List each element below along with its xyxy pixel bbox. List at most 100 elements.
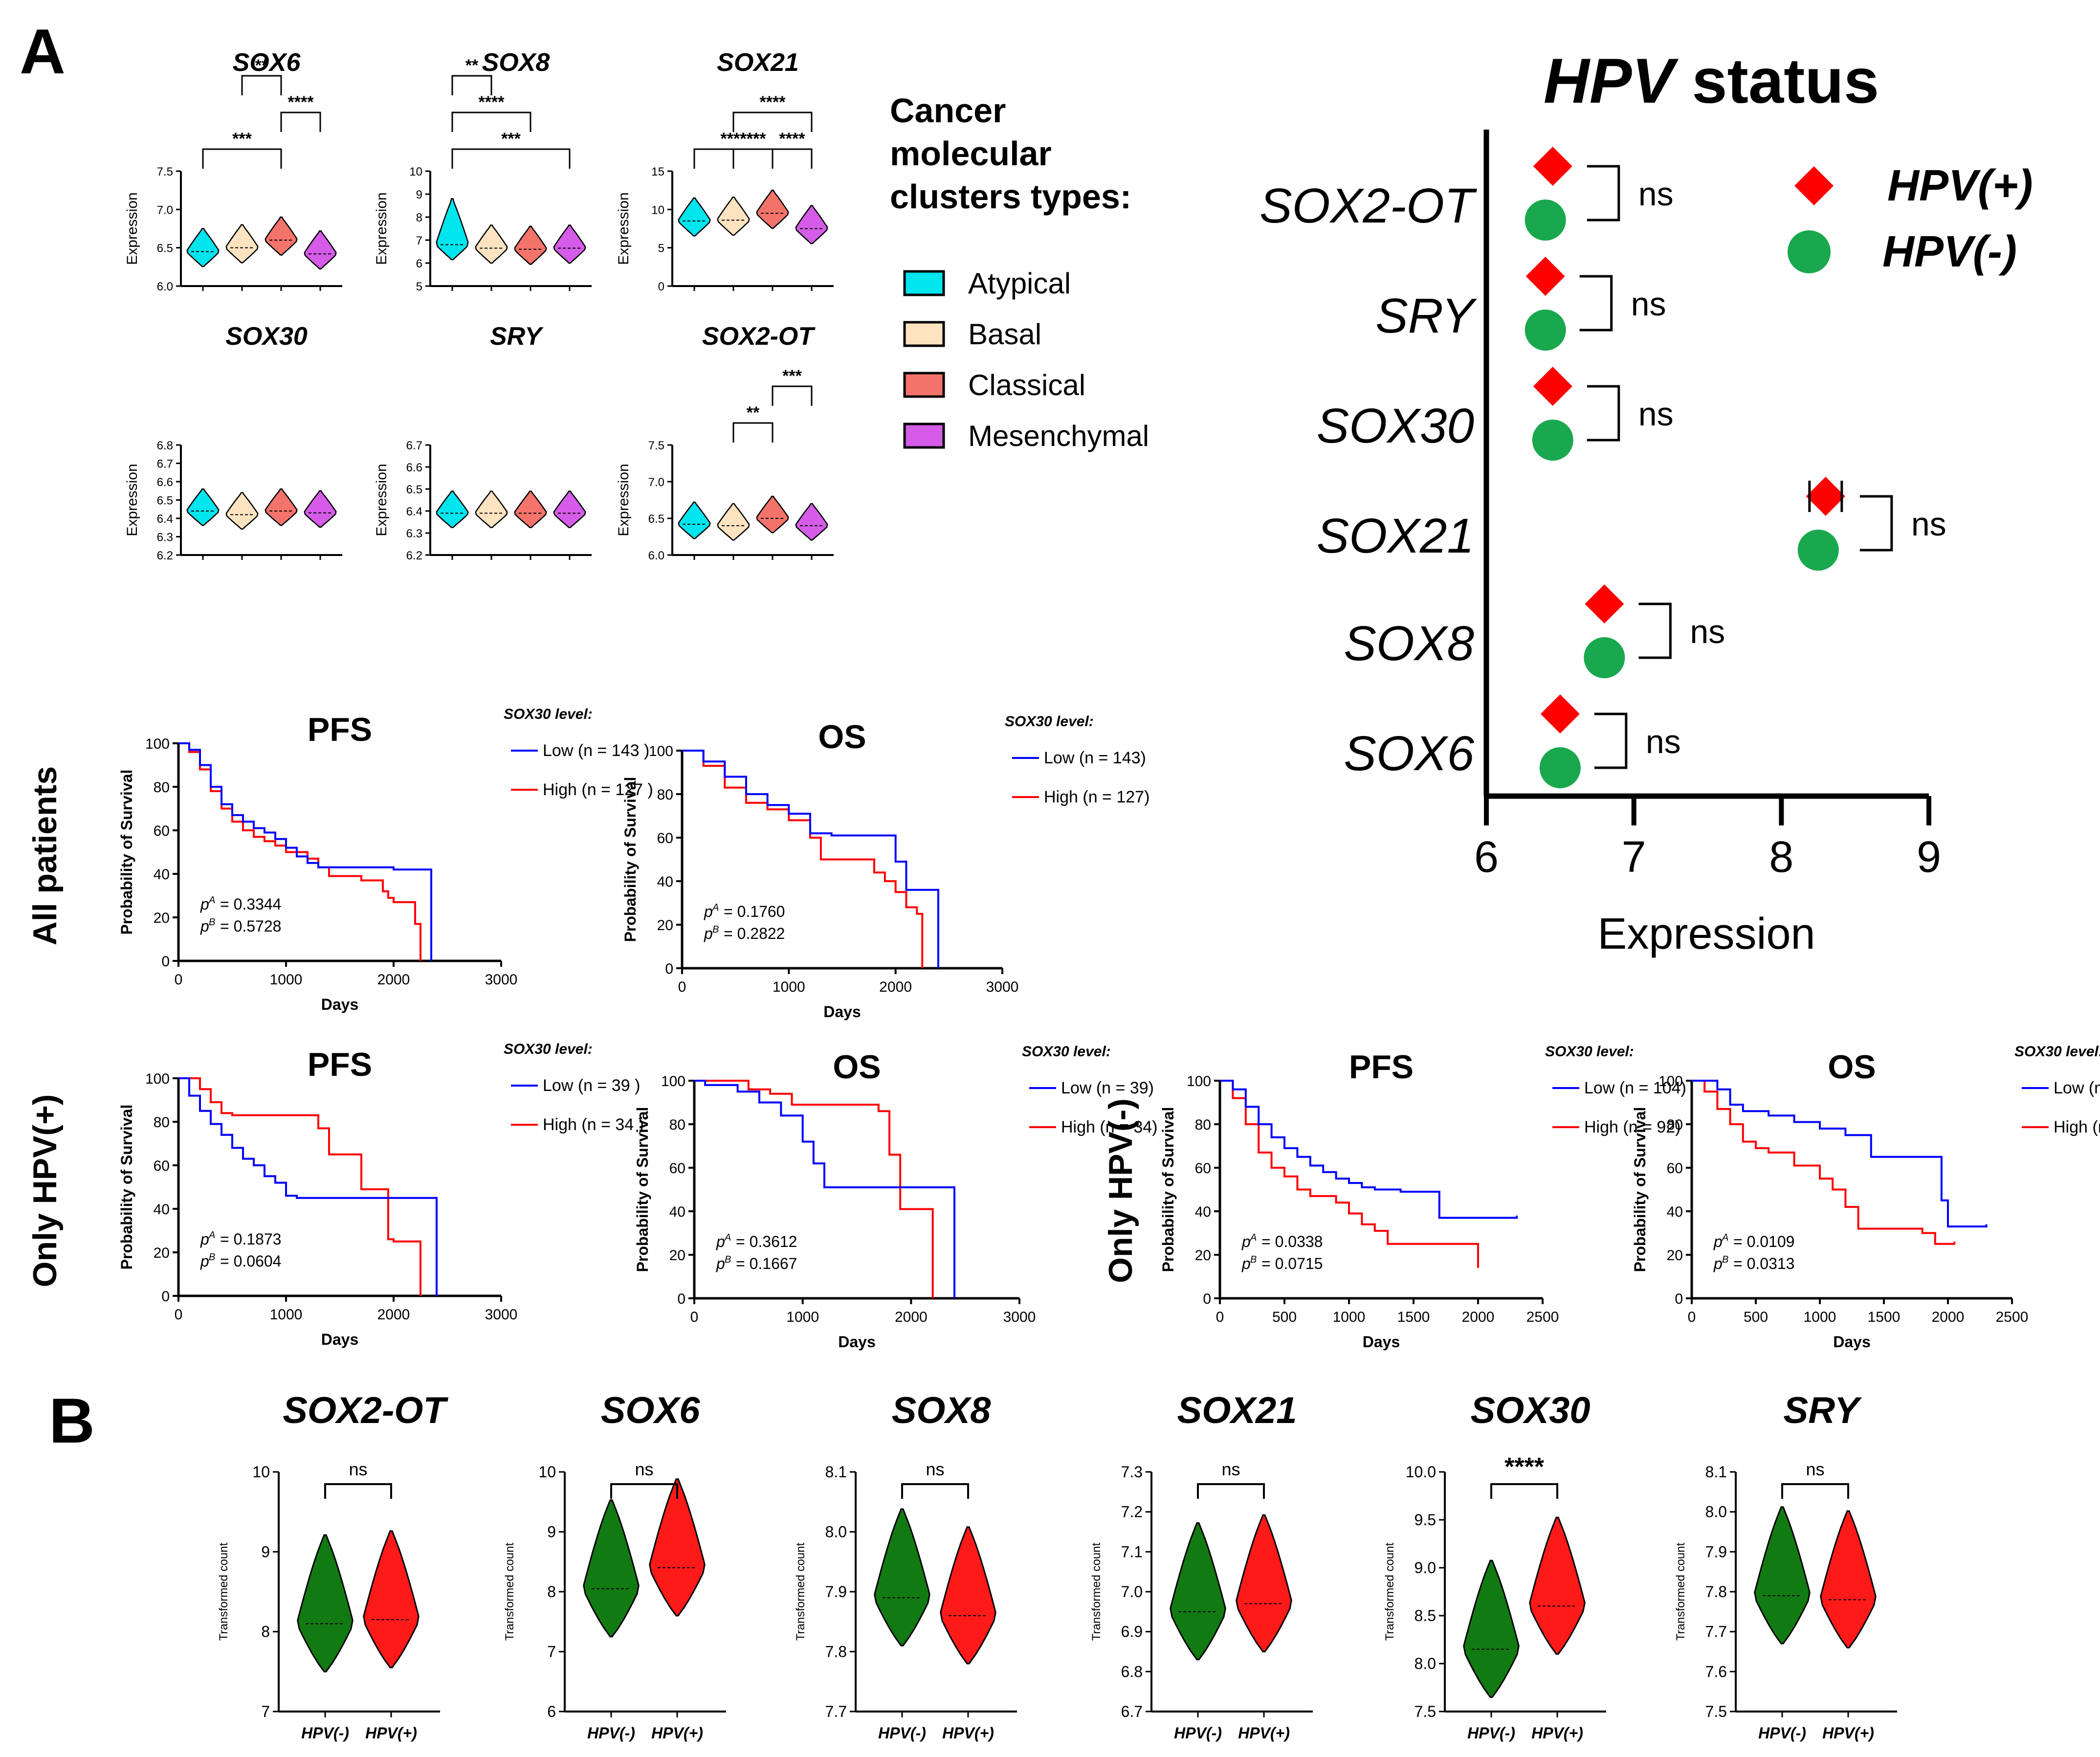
y-tick-label: 7 bbox=[416, 234, 422, 247]
y-tick-label: 40 bbox=[1667, 1204, 1683, 1220]
violin-title: SOX21 bbox=[1177, 1390, 1297, 1431]
y-tick-label: 7.8 bbox=[1705, 1583, 1727, 1601]
km-title: PFS bbox=[1349, 1048, 1414, 1086]
x-axis-label: Expression bbox=[1597, 910, 1815, 958]
violin bbox=[475, 490, 508, 528]
y-tick-label: 6.7 bbox=[157, 458, 173, 471]
hpv-positive-marker bbox=[1585, 584, 1624, 623]
legend-label: Mesenchymal bbox=[968, 420, 1149, 452]
y-tick-label: 7.9 bbox=[1705, 1543, 1727, 1560]
violin-title: SOX21 bbox=[717, 48, 799, 77]
significance-bracket bbox=[451, 111, 531, 132]
violin bbox=[553, 224, 586, 264]
legend-label: Low (n = 39 ) bbox=[543, 1076, 640, 1095]
significance-bracket bbox=[1638, 602, 1672, 659]
y-tick-label: 10 bbox=[409, 165, 422, 178]
y-tick-label: 40 bbox=[657, 874, 673, 890]
significance-bracket bbox=[324, 1483, 392, 1499]
y-tick-label: 80 bbox=[154, 779, 170, 796]
y-tick-label: 80 bbox=[154, 1114, 170, 1131]
legend-hpv-positive: HPV(+) bbox=[1887, 161, 2033, 210]
hpv-positive-marker bbox=[1525, 257, 1565, 296]
y-tick-label: 100 bbox=[649, 743, 673, 759]
p-a-super: A bbox=[208, 895, 215, 906]
violin bbox=[756, 495, 789, 534]
significance-label: **** bbox=[721, 130, 747, 148]
km-title: PFS bbox=[308, 711, 372, 748]
violin-title: SOX30 bbox=[1470, 1390, 1590, 1431]
p-b-super: B bbox=[1250, 1254, 1257, 1265]
y-axis-label: Probability of Survival bbox=[118, 1105, 135, 1270]
x-axis-label: Days bbox=[321, 996, 359, 1013]
p-a-symbol: p bbox=[1713, 1233, 1723, 1250]
y-tick-label: 7.7 bbox=[1705, 1623, 1727, 1641]
y-tick-label: 8.0 bbox=[1705, 1503, 1727, 1521]
violin-title: SRY bbox=[1784, 1390, 1862, 1431]
survival-curve-high bbox=[694, 1080, 934, 1298]
y-tick-label: 80 bbox=[669, 1117, 685, 1133]
hpv-negative-marker bbox=[1525, 310, 1566, 351]
y-tick-label: 5 bbox=[658, 242, 664, 255]
y-tick-label: 9.5 bbox=[1415, 1511, 1436, 1529]
violin-title: SOX8 bbox=[482, 48, 550, 77]
y-tick-label: 8.0 bbox=[1415, 1655, 1436, 1672]
significance-bracket bbox=[1594, 712, 1628, 769]
legend-hpv-positive-marker bbox=[1794, 166, 1834, 205]
y-tick-label: 20 bbox=[1195, 1247, 1211, 1264]
y-tick-label: 7.6 bbox=[1705, 1663, 1727, 1680]
y-axis-label: Expression bbox=[616, 464, 632, 536]
x-tick-label: 500 bbox=[1744, 1309, 1768, 1325]
legend-label: High (n = 92) bbox=[2054, 1118, 2100, 1136]
y-tick-label: 7.8 bbox=[825, 1643, 847, 1661]
y-axis-label: Transformed count bbox=[1090, 1542, 1103, 1641]
p-b-symbol: p bbox=[716, 1255, 725, 1272]
significance-bracket bbox=[451, 148, 571, 169]
violin bbox=[265, 216, 298, 256]
y-axis-label: Transformed count bbox=[217, 1542, 230, 1641]
y-tick-label: 60 bbox=[669, 1160, 685, 1177]
significance-bracket bbox=[732, 422, 774, 443]
y-tick-label: 0 bbox=[658, 280, 664, 293]
y-tick-label: 0 bbox=[677, 1291, 685, 1307]
y-tick-label: 6.4 bbox=[406, 505, 422, 518]
legend-title: SOX30 level: bbox=[1005, 713, 1094, 730]
survival-curve-low bbox=[1692, 1080, 1988, 1228]
y-axis-label: Expression bbox=[374, 192, 390, 265]
x-axis-label: Days bbox=[838, 1333, 876, 1351]
survival-curve-high bbox=[1220, 1080, 1479, 1268]
km-title: OS bbox=[1828, 1048, 1876, 1086]
y-tick-label: 7 bbox=[547, 1643, 556, 1661]
hpv-negative-marker bbox=[1525, 200, 1566, 241]
significance-label: **** bbox=[288, 93, 314, 111]
significance-label: **** bbox=[1504, 1453, 1545, 1481]
legend-title: SOX30 level: bbox=[2014, 1044, 2100, 1060]
p-a-super: A bbox=[724, 1232, 731, 1243]
y-tick-label: 7.9 bbox=[825, 1583, 847, 1601]
legend-title: SOX30 level: bbox=[1545, 1044, 1634, 1060]
x-tick-label: 2500 bbox=[1996, 1309, 2029, 1325]
violin-hpv-negative bbox=[1754, 1506, 1811, 1645]
y-axis-label: Expression bbox=[124, 464, 140, 536]
y-axis-label: Transformed count bbox=[1383, 1542, 1396, 1641]
y-tick-label: 8.1 bbox=[1705, 1463, 1727, 1481]
violin bbox=[553, 490, 586, 528]
p-a-super: A bbox=[208, 1230, 215, 1241]
survival-curve-low bbox=[694, 1080, 955, 1298]
y-tick-label: 8.0 bbox=[825, 1523, 847, 1541]
survival-curve-low bbox=[178, 1077, 438, 1296]
survival-curves: All patients Only HPV(+) Only HPV(-) PFS 0 20… bbox=[26, 706, 2100, 1351]
gene-label: SOX2-OT bbox=[1260, 178, 1477, 233]
y-tick-label: 0 bbox=[161, 954, 170, 970]
x-tick-label: HPV(-) bbox=[1758, 1724, 1806, 1742]
p-b-super: B bbox=[209, 1252, 215, 1263]
violin-hpv-negative bbox=[1170, 1522, 1226, 1661]
y-tick-label: 7 bbox=[261, 1703, 270, 1720]
y-tick-label: 40 bbox=[154, 1201, 170, 1218]
y-tick-label: 6.5 bbox=[648, 512, 664, 526]
x-axis-label: Days bbox=[1363, 1333, 1400, 1351]
significance-bracket bbox=[1197, 1483, 1265, 1499]
significance-label: ** bbox=[747, 403, 760, 422]
legend-swatch bbox=[903, 423, 945, 449]
y-tick-label: 5 bbox=[416, 280, 422, 293]
